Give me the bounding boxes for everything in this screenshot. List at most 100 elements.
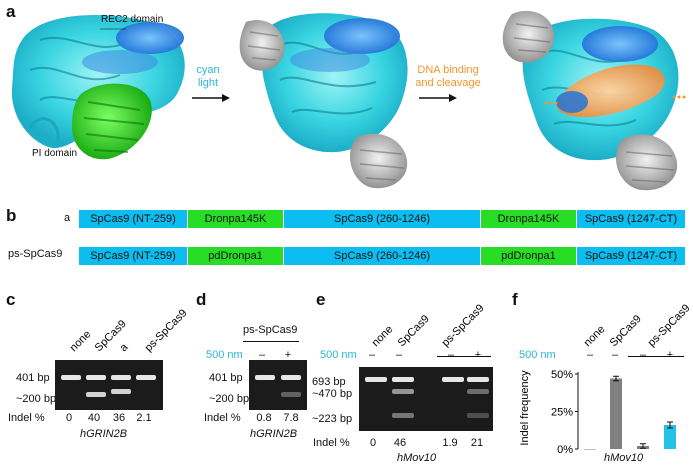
construct-a-seg-2: Dronpa145K (188, 210, 283, 228)
panel-e-indel-1: 46 (393, 437, 407, 449)
gel-band (61, 375, 81, 380)
panel-f-light-2: – (639, 349, 647, 361)
arrow-1 (192, 94, 230, 102)
bar-1 (584, 449, 596, 450)
error-bar-3 (640, 443, 646, 449)
gel-band (392, 377, 414, 382)
lane-label-ps-spcas9: ps-SpCas9 (143, 307, 190, 354)
gel-band (86, 392, 106, 397)
panel-e-marker-693: 693 bp (312, 376, 346, 388)
gel-band (467, 389, 489, 394)
panel-c-gel (55, 360, 163, 410)
cyan-light-line2: light (197, 77, 219, 89)
panel-e-gene: hMov10 (397, 452, 437, 464)
panel-d-marker-401: 401 bp (209, 372, 243, 384)
structure-2 (239, 13, 408, 189)
panel-a-structures (11, 10, 686, 191)
y-tick-label: 0% (557, 444, 573, 456)
gel-band (467, 413, 489, 418)
panel-e-light-2: – (447, 349, 455, 361)
y-tick-label: 25% (551, 407, 573, 419)
indel-bar-chart: Indel frequency 0% 25% 50% (519, 369, 676, 456)
panel-c-indel-1: 40 (87, 412, 101, 424)
panel-d-label: d (196, 290, 207, 309)
bar-2 (610, 378, 622, 449)
gel-band (136, 375, 156, 380)
gel-band (392, 413, 414, 418)
panel-c-label: c (6, 290, 16, 309)
construct-ps-name: ps-SpCas9 (8, 248, 63, 260)
cyan-light-line1: cyan (196, 64, 220, 76)
construct-a-seg-1: SpCas9 (NT-259) (79, 210, 187, 228)
chart-ylabel: Indel frequency (519, 370, 531, 446)
gel-band (392, 389, 414, 394)
panel-e-light-label: 500 nm (320, 349, 357, 361)
rec2-domain-label: REC2 domain (101, 14, 164, 25)
dna-binding-line1: DNA binding (417, 64, 479, 76)
arrow-2 (419, 94, 457, 102)
lane-label-ps-spcas9: ps-SpCas9 (440, 302, 487, 349)
construct-ps-seg-1: SpCas9 (NT-259) (79, 247, 187, 265)
panel-e-indel-2: 1.9 (442, 437, 458, 449)
gel-band (111, 389, 131, 394)
panel-e-bracket (437, 356, 491, 357)
structure-1 (11, 15, 185, 160)
gel-band (111, 375, 131, 380)
panel-f-light-label: 500 nm (519, 349, 556, 361)
construct-a-name: a (64, 212, 71, 224)
y-tick-label: 50% (551, 369, 573, 381)
panel-d-gel (249, 360, 307, 410)
panel-e-marker-223: ~223 bp (312, 413, 353, 425)
construct-ps-seg-3: SpCas9 (260-1246) (284, 247, 480, 265)
construct-a-seg-3: SpCas9 (260-1246) (284, 210, 480, 228)
dna-binding-line2: and cleavage (415, 77, 481, 89)
gel-band (467, 377, 489, 382)
gel-band (281, 375, 301, 380)
construct-a-seg-4: Dronpa145K (481, 210, 576, 228)
error-bar-4 (667, 421, 673, 429)
panel-c-gene: hGRIN2B (80, 428, 128, 440)
panel-d-indel-1: 7.8 (283, 412, 299, 424)
panel-e-marker-470: ~470 bp (312, 388, 353, 400)
panel-d-bracket (243, 341, 299, 342)
gel-band (442, 377, 464, 382)
panel-e-gel (359, 367, 493, 431)
gel-band (281, 392, 301, 397)
lane-label-none: none (370, 323, 396, 349)
lane-label-none: none (68, 328, 94, 354)
panel-c-marker-200: ~200 bp (16, 393, 57, 405)
lane-label-spcas9: SpCas9 (396, 313, 432, 349)
panel-d-gene: hGRIN2B (250, 428, 298, 440)
error-bar-2 (613, 375, 619, 382)
panel-c-marker-401: 401 bp (16, 372, 50, 384)
panel-f-light-0: – (586, 349, 594, 361)
panel-e-indel-label: Indel % (313, 437, 350, 449)
panel-e-lane-labels: none SpCas9 ps-SpCas9 (370, 302, 487, 349)
bar-4 (664, 425, 676, 449)
panel-e-indel-3: 21 (470, 437, 484, 449)
lane-label-ps-spcas9: ps-SpCas9 (646, 302, 693, 349)
panel-f-bracket (628, 356, 684, 357)
panel-d-indel-0: 0.8 (256, 412, 272, 424)
panel-d-indel-label: Indel % (204, 412, 241, 424)
gel-band (255, 375, 275, 380)
bars (584, 375, 676, 450)
panel-e-label: e (316, 290, 326, 309)
panel-d-light-label: 500 nm (206, 349, 243, 361)
panel-b-label: b (6, 206, 17, 225)
panel-e-light-0: – (368, 349, 376, 361)
construct-ps-seg-2: pdDronpa1 (188, 247, 283, 265)
construct-ps-seg-5: SpCas9 (1247-CT) (577, 247, 685, 265)
lane-label-none: none (582, 323, 608, 349)
y-axis: 0% 25% 50% (551, 369, 579, 456)
structure-3 (502, 10, 686, 191)
panel-e-light-1: – (395, 349, 403, 361)
panel-f-light-1: – (611, 349, 619, 361)
pi-domain-label: PI domain (32, 148, 78, 159)
panel-f-light-3: + (666, 349, 674, 361)
lane-label-spcas9: SpCas9 (608, 313, 644, 349)
panel-c-lane-labels: none SpCas9 a ps-SpCas9 (68, 307, 190, 354)
panel-e-light-3: + (474, 349, 482, 361)
gel-band (86, 375, 106, 380)
